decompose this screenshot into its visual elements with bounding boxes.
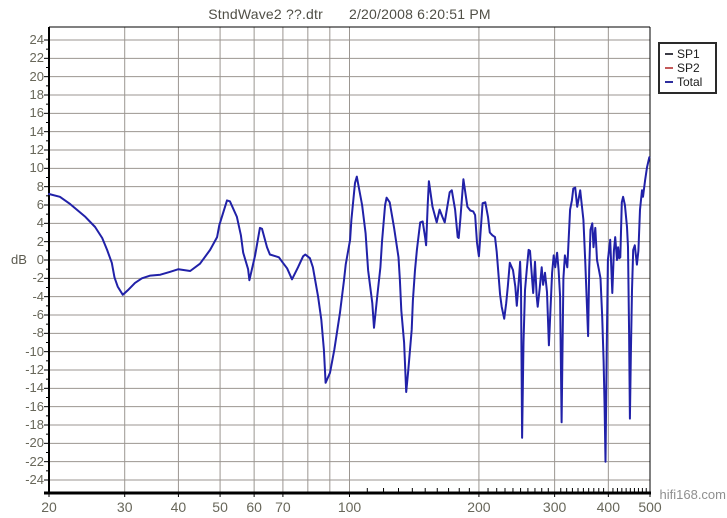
x-tick-label: 20 [41,499,57,515]
y-tick-label: 12 [29,142,44,157]
legend-item-sp1: SP1 [665,47,711,61]
legend-label: SP2 [677,61,700,75]
x-tick-label: 70 [275,499,291,515]
y-tick-label: 20 [29,68,44,84]
y-tick-label: 0 [36,252,44,267]
gridlines [49,27,651,493]
y-tick-label: -8 [32,325,44,341]
y-tick-label: 14 [29,123,44,139]
x-tick-label: 60 [246,499,262,515]
y-tick-label: 8 [36,178,44,194]
y-tick-label: 4 [36,215,44,231]
legend-label: Total [677,75,703,89]
watermark: hifi168.com [659,487,726,502]
y-tick-label: -24 [25,472,44,487]
total-curve [48,156,651,463]
legend-item-total: Total [665,75,711,89]
y-tick-label: 24 [29,32,44,47]
x-tick-label: 50 [212,499,228,515]
legend-item-sp2: SP2 [665,61,711,75]
y-tick-label: -16 [25,398,44,414]
x-tick-label: 200 [467,499,491,515]
title-filename: StndWave2 ??.dtr [208,6,323,22]
y-tick-label: -4 [32,288,44,304]
y-tick-label: 10 [29,160,44,176]
legend-label: SP1 [677,47,700,61]
legend-marker-total [665,81,673,83]
y-tick-label: 2 [36,233,44,249]
y-tick-label: -2 [32,270,44,286]
legend: SP1 SP2 Total [658,42,717,94]
y-tick-label: -20 [25,435,44,451]
x-tick-label: 300 [542,499,567,515]
y-tick-label: 16 [29,105,44,121]
chart-title: StndWave2 ??.dtr 2/20/2008 6:20:51 PM [49,6,650,22]
x-tick-label: 30 [116,499,133,515]
x-tick-label: 500 [638,499,662,515]
title-datetime: 2/20/2008 6:20:51 PM [348,6,491,22]
x-tick-label: 400 [596,499,620,515]
y-tick-label: -10 [25,343,44,359]
y-tick-label: -12 [25,362,44,377]
legend-marker-sp1 [665,53,673,55]
x-tick-label: 100 [337,499,362,515]
y-tick-label: 6 [36,197,44,212]
y-tick-label: -18 [25,417,44,432]
y-tick-label: 18 [29,87,44,102]
legend-marker-sp2 [665,67,673,69]
axis-ticks [44,39,651,497]
y-tick-label: 22 [29,50,44,66]
x-tick-label: 40 [170,499,187,515]
y-tick-label: -22 [25,453,44,469]
y-axis-unit-label: dB [11,252,27,267]
y-tick-label: -6 [32,307,44,322]
y-tick-label: -14 [25,380,44,396]
